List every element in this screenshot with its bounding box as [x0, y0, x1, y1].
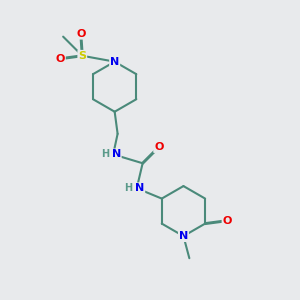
- Text: S: S: [78, 51, 86, 61]
- Text: O: O: [76, 29, 86, 39]
- Text: H: H: [124, 183, 133, 193]
- Text: H: H: [101, 149, 109, 159]
- Text: O: O: [56, 54, 65, 64]
- Text: N: N: [110, 57, 119, 67]
- Text: N: N: [135, 183, 144, 193]
- Text: N: N: [179, 231, 188, 241]
- Text: N: N: [112, 149, 121, 159]
- Text: O: O: [223, 216, 232, 226]
- Text: O: O: [154, 142, 164, 152]
